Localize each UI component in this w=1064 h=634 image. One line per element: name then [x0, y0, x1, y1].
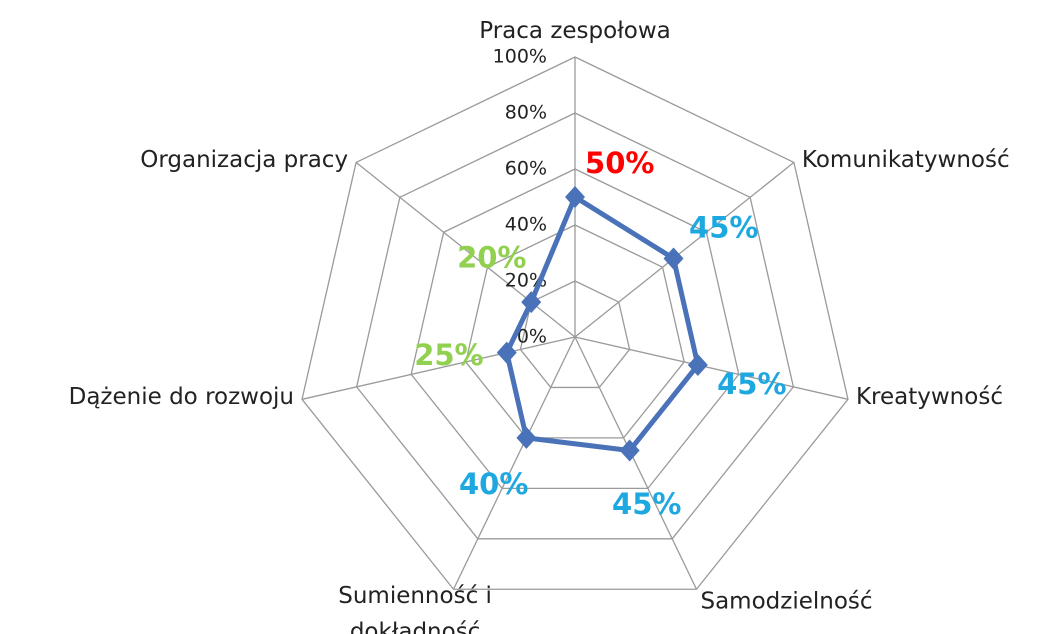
category-label: Dążenie do rozwoju	[68, 384, 295, 411]
axis-spoke	[355, 161, 576, 338]
data-label: 25%	[414, 338, 483, 372]
data-point	[663, 247, 684, 270]
tick-label: 60%	[505, 158, 547, 180]
series-line	[504, 194, 701, 454]
category-label: Samodzielność	[700, 588, 873, 615]
axis-spoke	[574, 336, 849, 400]
data-point	[565, 186, 585, 208]
grid-ring	[301, 56, 849, 590]
tick-label: 80%	[505, 102, 547, 124]
category-label: Kreatywność	[855, 384, 1003, 411]
data-label: 45%	[612, 487, 681, 521]
category-label: Sumienność i dokładność	[338, 583, 492, 634]
category-label: Praca zespołowa	[479, 18, 671, 44]
tick-label: 0%	[517, 326, 547, 348]
grid-ring	[465, 224, 685, 439]
grid-ring	[410, 168, 740, 490]
axis-spoke	[452, 336, 576, 590]
tick-label: 100%	[493, 46, 547, 68]
data-point	[496, 341, 517, 364]
data-label: 20%	[457, 241, 526, 275]
category-label: Organizacja pracy	[140, 147, 349, 174]
data-point	[521, 291, 542, 314]
data-label: 45%	[717, 367, 786, 401]
data-label: 50%	[585, 146, 654, 180]
data-label: 45%	[689, 210, 758, 244]
grid-ring	[355, 112, 795, 540]
category-label: Komunikatywność	[801, 147, 1010, 174]
data-label: 40%	[459, 467, 528, 501]
axis-spoke	[574, 336, 698, 590]
data-point	[516, 426, 537, 449]
data-point	[619, 439, 640, 462]
axis-spoke	[301, 336, 576, 400]
axis-spoke	[574, 161, 795, 338]
data-point	[687, 354, 708, 377]
tick-label: 40%	[505, 214, 547, 236]
